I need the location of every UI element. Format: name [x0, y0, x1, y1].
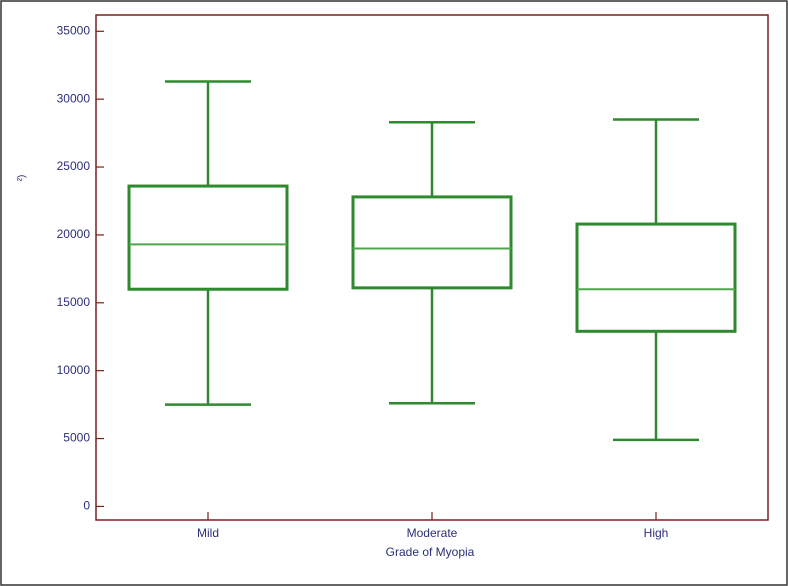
y-tick-label: 10000 [57, 363, 91, 377]
x-axis-label: Grade of Myopia [386, 545, 475, 559]
y-tick-label: 30000 [57, 91, 91, 105]
y-tick-label: 25000 [57, 159, 91, 173]
y-tick-label: 5000 [63, 431, 90, 445]
y-tick-label: 0 [83, 499, 90, 513]
box [575, 222, 737, 333]
y-tick-label: 15000 [57, 295, 91, 309]
y-tick-label: 20000 [57, 227, 91, 241]
x-tick-label: Moderate [407, 526, 458, 540]
x-tick-label: High [644, 526, 669, 540]
box [127, 184, 289, 291]
y-axis-label: ²) [17, 175, 28, 182]
box [351, 195, 513, 290]
x-tick-label: Mild [197, 526, 219, 540]
y-tick-label: 35000 [57, 23, 91, 37]
